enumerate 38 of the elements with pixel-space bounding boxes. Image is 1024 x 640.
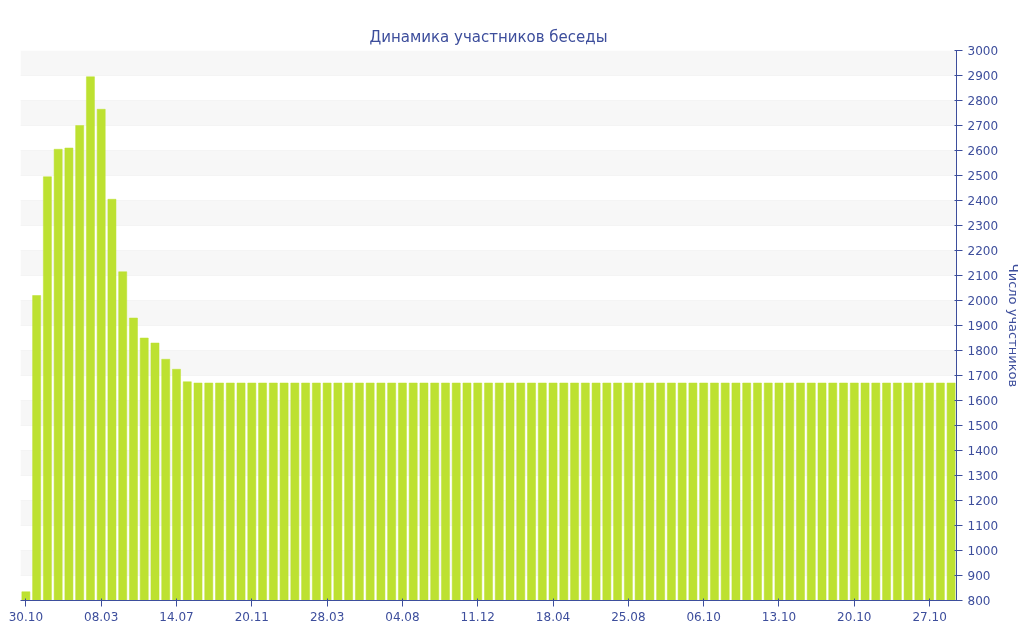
y-tick-label: 1700 (967, 369, 999, 383)
x-tick-label: 18.04 (535, 609, 571, 624)
x-tick-label: 08.03 (84, 609, 119, 624)
y-tick-label: 2600 (967, 144, 999, 158)
y-tick-label: 2700 (967, 119, 999, 133)
y-tick-label: 2300 (967, 219, 999, 233)
x-tick-label: 30.10 (8, 609, 44, 624)
y-tick-label: 1100 (967, 519, 999, 533)
y-tick-label: 1500 (967, 419, 999, 433)
y-tick-label: 900 (967, 569, 991, 583)
y-tick-label: 1600 (967, 394, 999, 408)
x-tick-label: 13.10 (761, 609, 797, 624)
y-tick-label: 1800 (967, 344, 999, 358)
y-tick-label: 2900 (967, 69, 999, 83)
y-tick-label: 1900 (967, 319, 999, 333)
x-tick-label: 04.08 (385, 609, 420, 624)
x-tick-label: 11.12 (460, 609, 495, 624)
y-tick-label: 2200 (967, 244, 999, 258)
chart-title: Динамика участников беседы (369, 27, 608, 46)
x-tick-label: 06.10 (686, 609, 721, 624)
y-tick-label: 1200 (967, 494, 999, 508)
x-tick-label: 20.11 (234, 609, 269, 624)
x-tick-label: 14.07 (159, 609, 194, 624)
y-tick-label: 2500 (967, 169, 999, 183)
y-axis-title: Число участников (1006, 263, 1022, 388)
y-tick-label: 1300 (967, 469, 999, 483)
y-tick-label: 2000 (967, 294, 999, 308)
y-tick-label: 2400 (967, 194, 999, 208)
x-tick-label: 27.10 (912, 609, 947, 624)
y-tick-label: 1400 (967, 444, 999, 458)
y-tick-label: 2100 (967, 269, 999, 283)
y-tick-label: 3000 (967, 44, 999, 58)
x-tick-label: 25.08 (611, 609, 646, 624)
y-tick-label: 800 (967, 594, 991, 608)
x-tick-label: 20.10 (837, 609, 872, 624)
y-tick-label: 2800 (967, 94, 999, 108)
x-tick-label: 28.03 (309, 609, 345, 624)
y-tick-label: 1000 (967, 544, 999, 558)
